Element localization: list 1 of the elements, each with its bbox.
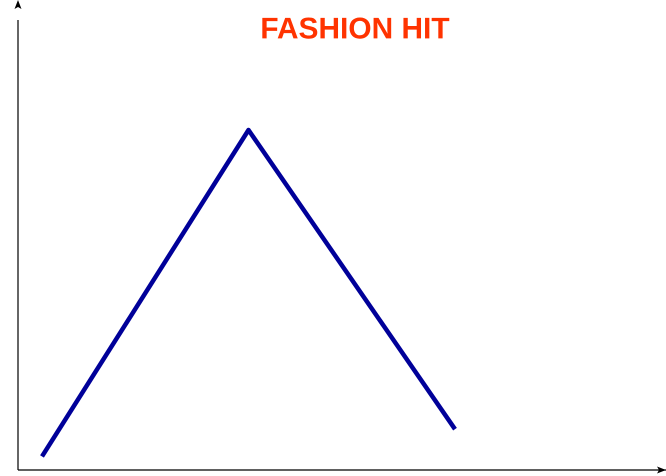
chart-title: FASHION HIT <box>262 18 450 39</box>
